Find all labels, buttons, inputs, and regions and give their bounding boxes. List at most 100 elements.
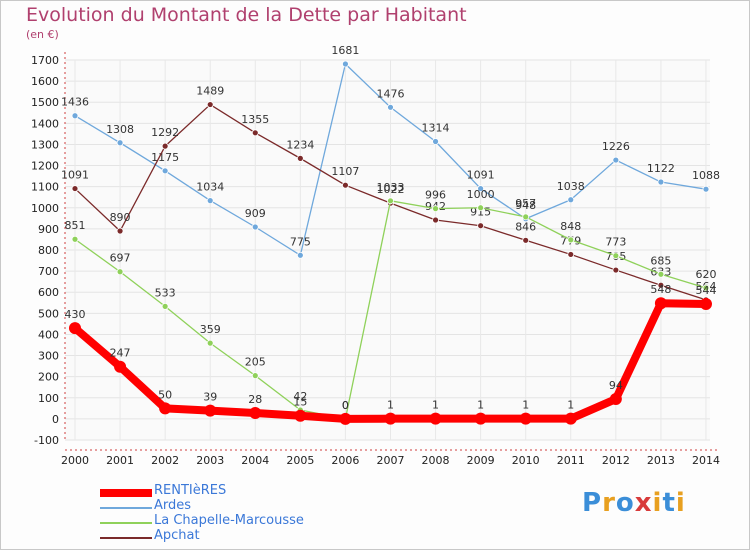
x-tick-label: 2012 (602, 454, 630, 467)
data-point (71, 112, 79, 120)
chart-title: Evolution du Montant de la Dette par Hab… (26, 4, 467, 26)
y-tick-label: 1400 (31, 117, 59, 130)
data-point (294, 409, 307, 422)
data-point (567, 251, 575, 258)
data-label: 1314 (422, 121, 450, 134)
x-tick-label: 2004 (241, 454, 269, 467)
data-label: 1436 (61, 96, 89, 109)
x-tick-label: 2011 (557, 454, 585, 467)
data-label: 247 (110, 347, 131, 360)
x-tick-label: 2000 (61, 454, 89, 467)
data-point (387, 103, 394, 111)
data-label: 909 (245, 207, 266, 220)
data-point (699, 298, 712, 311)
legend-swatch (100, 522, 152, 524)
x-tick-label: 2014 (692, 454, 720, 467)
data-label: 94 (609, 379, 623, 392)
data-label: 544 (695, 284, 716, 297)
logo-letter: i (675, 488, 686, 518)
x-tick-label: 2003 (196, 454, 224, 467)
data-point (477, 204, 485, 212)
data-label: 1000 (467, 188, 495, 201)
y-tick-label: 400 (38, 328, 59, 341)
x-tick-label: 2002 (151, 454, 179, 467)
y-tick-label: 1300 (31, 138, 59, 151)
data-point (116, 268, 124, 276)
data-label: 775 (290, 235, 311, 248)
data-label: 851 (65, 219, 86, 232)
data-label: 1226 (602, 140, 630, 153)
logo-letter: t (662, 488, 676, 518)
data-point (161, 142, 169, 150)
data-label: 1489 (196, 85, 224, 98)
y-tick-label: 1500 (31, 96, 59, 109)
data-point (161, 302, 169, 310)
y-tick-label: 300 (38, 350, 59, 363)
data-point (474, 412, 487, 425)
x-tick-label: 2006 (331, 454, 359, 467)
legend-swatch (100, 507, 152, 509)
data-point (116, 139, 124, 147)
data-label: 697 (110, 252, 131, 265)
data-label: 1234 (286, 138, 314, 151)
data-point (206, 339, 214, 347)
data-point (204, 404, 217, 417)
data-point (339, 412, 352, 425)
data-label: 1681 (331, 44, 359, 57)
data-point (432, 205, 439, 213)
data-label: 848 (560, 220, 581, 233)
data-label: 28 (248, 393, 262, 406)
data-label: 1033 (376, 181, 404, 194)
data-label: 430 (65, 308, 86, 321)
data-point (522, 236, 530, 244)
data-point (612, 266, 620, 274)
data-label: 39 (203, 391, 217, 404)
y-tick-label: -100 (34, 434, 59, 447)
data-label: 42 (293, 390, 307, 403)
data-point (522, 213, 530, 221)
data-label: 996 (425, 189, 446, 202)
data-label: 1 (477, 399, 484, 412)
legend-swatch (100, 489, 152, 497)
data-point (612, 252, 620, 260)
data-point (69, 322, 81, 335)
data-label: 846 (515, 220, 536, 233)
x-tick-label: 2013 (647, 454, 675, 467)
data-point (251, 372, 259, 380)
data-label: 1175 (151, 151, 179, 164)
data-label: 685 (650, 254, 671, 267)
data-point (657, 178, 665, 186)
data-label: 1 (387, 399, 394, 412)
data-point (159, 402, 172, 415)
legend-label: RENTIèRES (154, 483, 227, 498)
data-label: 1355 (241, 113, 269, 126)
data-point (116, 227, 124, 235)
data-label: 1022 (376, 183, 404, 196)
data-point (432, 216, 439, 224)
series-apchat: 1091890129214891355123411071022942915846… (61, 85, 716, 304)
y-tick-label: 1600 (31, 75, 59, 88)
data-point (206, 197, 214, 205)
data-label: 1038 (557, 180, 585, 193)
legend-label: La Chapelle-Marcousse (154, 513, 304, 528)
data-point (71, 185, 79, 192)
x-tick-label: 2007 (376, 454, 404, 467)
data-point (387, 197, 394, 205)
data-label: 359 (200, 323, 221, 336)
x-tick-label: 2010 (512, 454, 540, 467)
data-point (567, 196, 575, 204)
y-tick-label: 1200 (31, 160, 59, 173)
legend-label: Apchat (154, 528, 200, 543)
data-point (384, 412, 397, 425)
data-label: 1308 (106, 123, 134, 136)
series-renti-res: 430 247 50 39 28 15 0 1 1 1 1 1 94 548 544 (65, 283, 716, 425)
data-point (519, 412, 532, 425)
data-point (296, 154, 304, 162)
data-label: 50 (158, 388, 172, 401)
data-point (71, 235, 79, 243)
data-point (206, 101, 214, 108)
series-ardes: 1436 1308 1175 1034 909 775 1681 1476 1314 1091 94… (61, 44, 720, 259)
legend-label: Ardes (154, 498, 192, 513)
y-tick-label: 500 (38, 307, 59, 320)
y-tick-label: 700 (38, 265, 59, 278)
